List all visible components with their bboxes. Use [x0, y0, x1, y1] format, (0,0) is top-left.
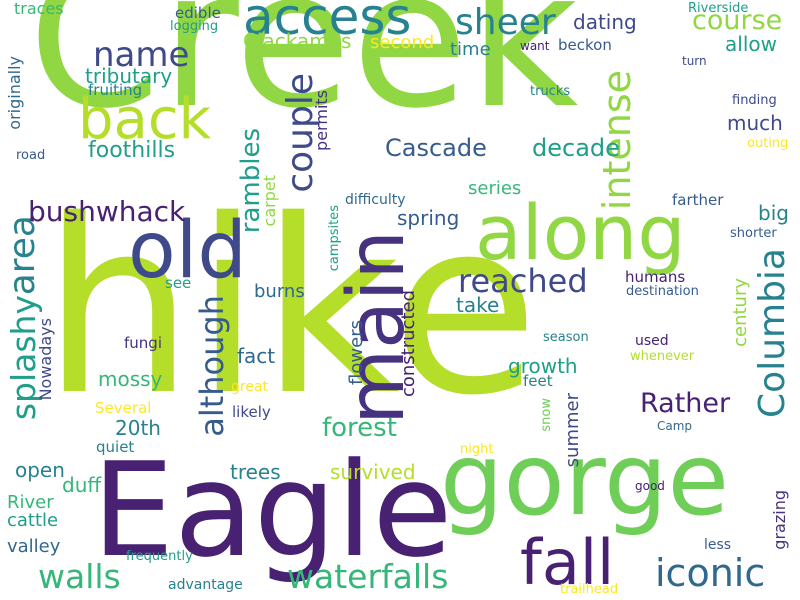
word-access: access [243, 0, 412, 46]
word-turn: turn [682, 54, 707, 68]
word-duff: duff [62, 473, 102, 497]
word-season: season [543, 330, 589, 345]
word-quiet: quiet [96, 438, 135, 456]
word-flowers: flowers [346, 320, 367, 385]
word-humans: humans [625, 268, 686, 286]
word-whenever: whenever [630, 349, 695, 364]
word-river: River [7, 492, 54, 513]
word-survived: survived [330, 460, 416, 484]
word-eagle: Eagle [92, 434, 453, 586]
word-big: big [758, 201, 789, 225]
word-trees: trees [230, 460, 281, 484]
word-nowadays: Nowadays [36, 318, 55, 401]
word-burns: burns [254, 281, 305, 302]
word-20th: 20th [115, 416, 161, 440]
word-summer: summer [562, 393, 583, 468]
word-time: time [450, 39, 491, 60]
word-carpet: carpet [260, 175, 279, 227]
word-century: century [730, 278, 751, 347]
word-tributary: tributary [85, 64, 173, 88]
word-clackamas: Clackamas [243, 29, 352, 53]
word-creek: Creek [28, 0, 579, 150]
word-used: used [635, 333, 669, 349]
word-permits: permits [312, 90, 331, 151]
word-name: name [93, 35, 190, 75]
word-sheer: sheer [455, 2, 556, 43]
word-frequently: frequently [126, 549, 193, 564]
word-night: night [460, 442, 494, 457]
word-outing: outing [747, 136, 789, 151]
word-camp: Camp [657, 419, 693, 433]
word-spring: spring [397, 206, 460, 230]
word-traces: traces [14, 0, 64, 18]
word-difficulty: difficulty [345, 192, 406, 208]
word-mossy: mossy [98, 367, 163, 391]
word-riverside: Riverside [688, 1, 749, 16]
word-farther: farther [672, 191, 724, 209]
word-good: good [635, 479, 665, 493]
word-originally: originally [5, 56, 24, 130]
word-likely: likely [232, 403, 271, 421]
word-want: want [520, 39, 550, 53]
word-growth: growth [508, 354, 578, 378]
word-finding: finding [732, 93, 777, 108]
word-less: less [704, 537, 732, 553]
word-cascade: Cascade [385, 134, 487, 162]
word-waterfalls: waterfalls [287, 557, 449, 596]
word-old: old [128, 206, 247, 296]
word-fruiting: fruiting [88, 81, 143, 99]
word-although: although [193, 295, 231, 437]
word-grazing: grazing [770, 490, 789, 550]
word-hike: hike [42, 168, 539, 448]
word-road: road [16, 148, 46, 163]
word-open: open [15, 458, 65, 482]
word-cattle: cattle [7, 510, 59, 531]
word-valley: valley [7, 536, 61, 557]
word-advantage: advantage [168, 577, 243, 593]
word-trailhead: trailhead [560, 582, 619, 597]
word-back: back [78, 87, 212, 152]
word-forest: forest [322, 413, 397, 443]
word-logging: logging [170, 19, 219, 34]
word-fall: fall [520, 526, 615, 599]
word-destination: destination [626, 284, 699, 299]
word-fact: fact [237, 344, 276, 368]
word-take: take [456, 293, 500, 317]
word-shorter: shorter [730, 226, 777, 241]
word-rather: Rather [640, 388, 731, 419]
word-dating: dating [573, 10, 637, 34]
word-columbia: Columbia [752, 248, 793, 418]
word-iconic: iconic [655, 551, 766, 595]
word-foothills: foothills [88, 138, 176, 163]
word-allow: allow [725, 32, 777, 56]
word-constructed: constructed [398, 290, 419, 398]
word-second: second [370, 32, 435, 53]
word-bushwhack: bushwhack [28, 195, 186, 228]
word-great: great [231, 379, 269, 395]
word-edible: edible [175, 4, 221, 22]
word-gorge: gorge [440, 421, 730, 538]
word-along: along [475, 188, 686, 277]
word-decade: decade [532, 134, 620, 162]
word-see: see [165, 274, 192, 292]
word-reached: reached [458, 262, 588, 300]
word-feet: feet [523, 372, 553, 390]
word-trucks: trucks [530, 84, 571, 99]
word-fungi: fungi [124, 334, 162, 352]
word-campsites: campsites [327, 205, 342, 272]
word-walls: walls [38, 557, 121, 596]
word-series: series [468, 178, 522, 199]
word-much: much [727, 111, 783, 135]
word-course: course [692, 5, 783, 36]
word-several: Several [95, 399, 152, 417]
word-snow: snow [539, 398, 554, 432]
word-beckon: beckon [558, 36, 612, 54]
